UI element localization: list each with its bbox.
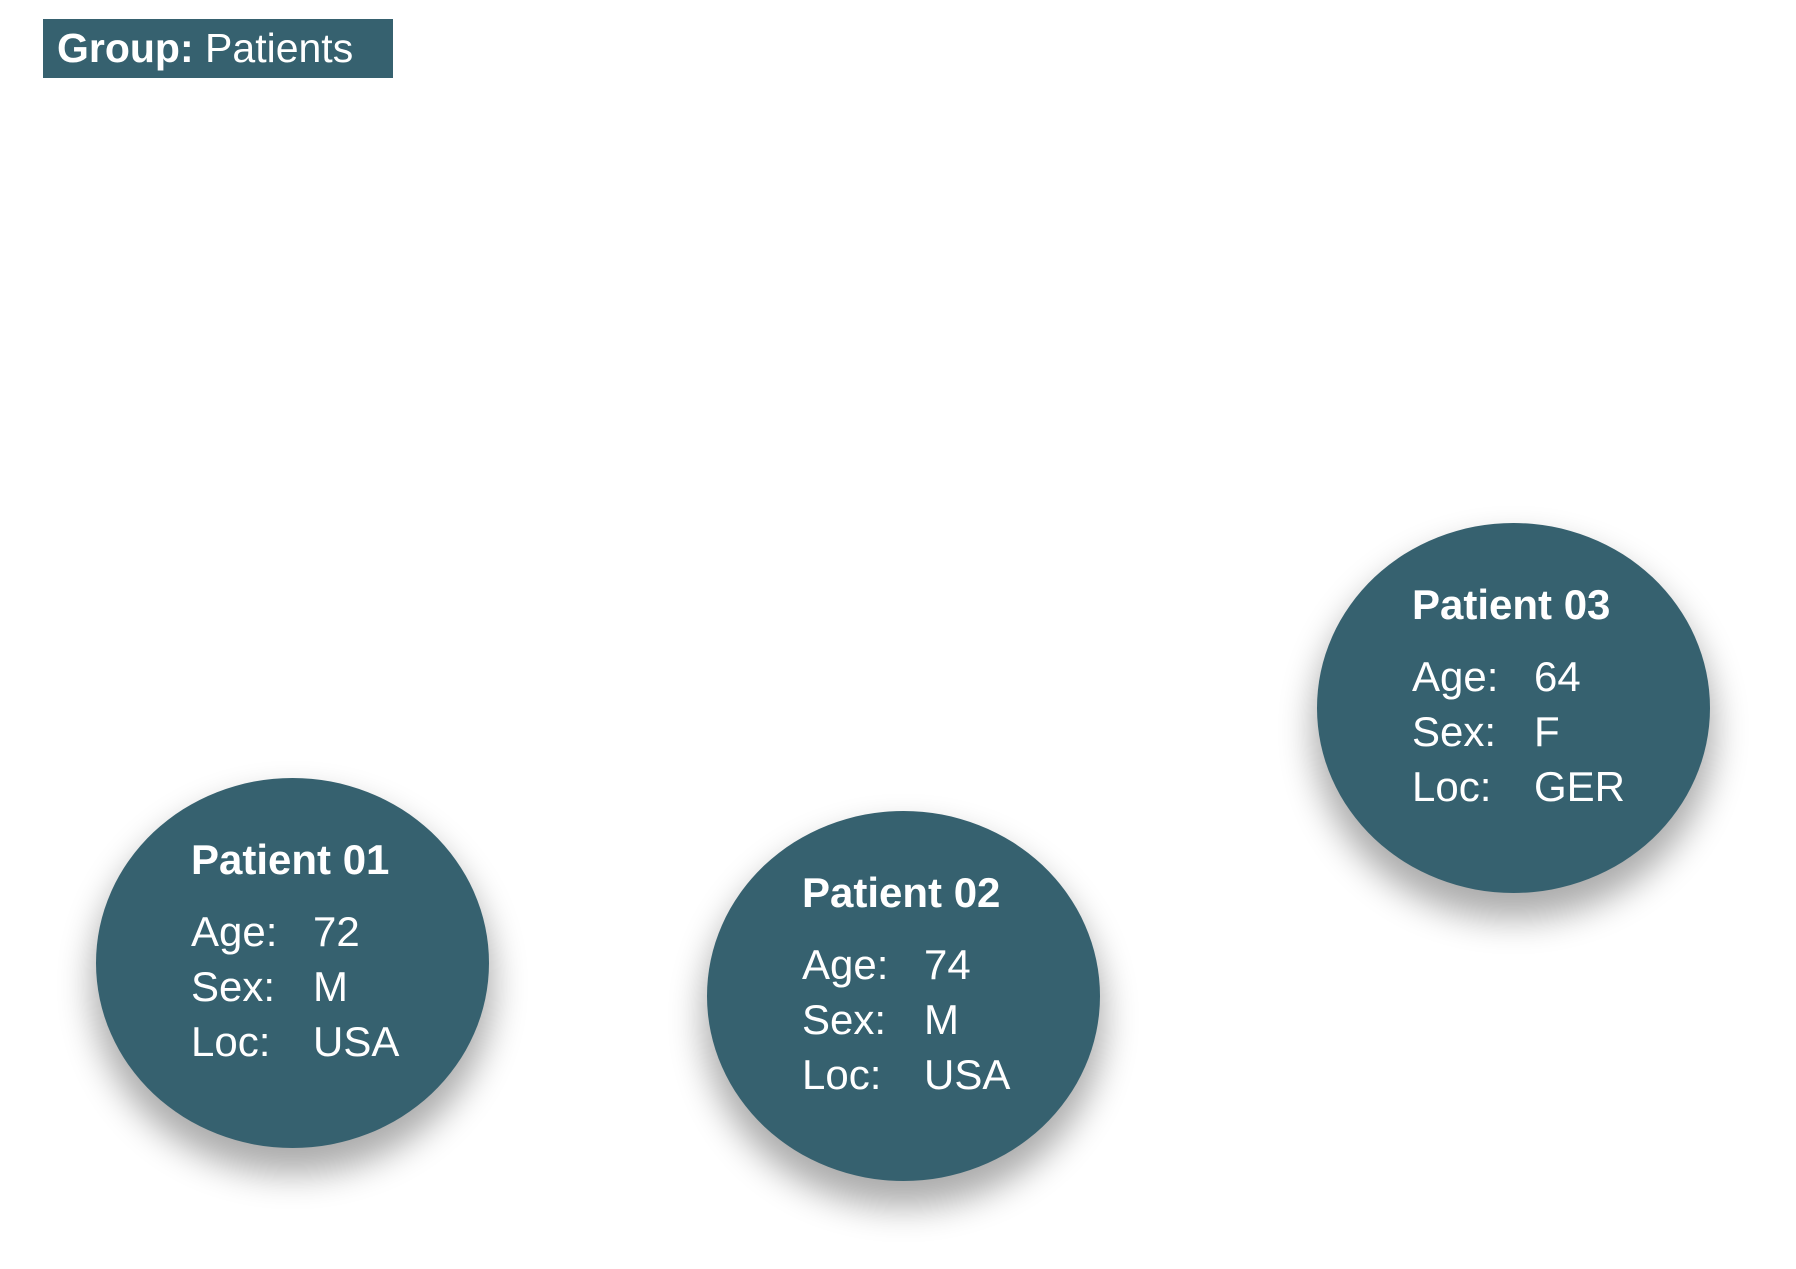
patient-name: Patient 03 <box>1412 581 1611 628</box>
patient-name: Patient 02 <box>802 869 1001 916</box>
loc-value: USA <box>924 1051 1011 1098</box>
patient-loc-row: Loc: USA <box>802 1051 1010 1099</box>
patient-age-row: Age: 74 <box>802 941 971 989</box>
age-value: 72 <box>313 908 360 955</box>
loc-label: Loc: <box>802 1051 882 1098</box>
age-value: 64 <box>1534 653 1581 700</box>
sex-label: Sex: <box>802 996 887 1043</box>
patient-sex-row: Sex: F <box>1412 708 1560 756</box>
loc-value: GER <box>1534 763 1626 810</box>
group-label-value: Patients <box>205 25 354 71</box>
sex-label: Sex: <box>1412 708 1497 755</box>
age-label: Age: <box>1412 653 1499 700</box>
patient-sex-row: Sex: M <box>191 963 348 1011</box>
patient-loc-row: Loc: GER <box>1412 763 1625 811</box>
loc-value: USA <box>313 1018 400 1065</box>
age-label: Age: <box>191 908 278 955</box>
loc-label: Loc: <box>1412 763 1492 810</box>
patient-loc-row: Loc: USA <box>191 1018 399 1066</box>
group-label: Group: Patients <box>43 19 393 78</box>
sex-value: F <box>1534 708 1560 755</box>
age-value: 74 <box>924 941 971 988</box>
patient-age-row: Age: 72 <box>191 908 360 956</box>
age-label: Age: <box>802 941 889 988</box>
patient-sex-row: Sex: M <box>802 996 959 1044</box>
group-label-key: Group: <box>57 25 194 71</box>
sex-value: M <box>313 963 348 1010</box>
patient-node-01[interactable]: Patient 01 Age: 72 Sex: M Loc: USA <box>96 778 489 1148</box>
patient-node-02[interactable]: Patient 02 Age: 74 Sex: M Loc: USA <box>707 811 1100 1181</box>
patient-name: Patient 01 <box>191 836 390 883</box>
patient-node-03[interactable]: Patient 03 Age: 64 Sex: F Loc: GER <box>1317 523 1710 893</box>
patient-age-row: Age: 64 <box>1412 653 1581 701</box>
sex-label: Sex: <box>191 963 276 1010</box>
sex-value: M <box>924 996 959 1043</box>
loc-label: Loc: <box>191 1018 271 1065</box>
